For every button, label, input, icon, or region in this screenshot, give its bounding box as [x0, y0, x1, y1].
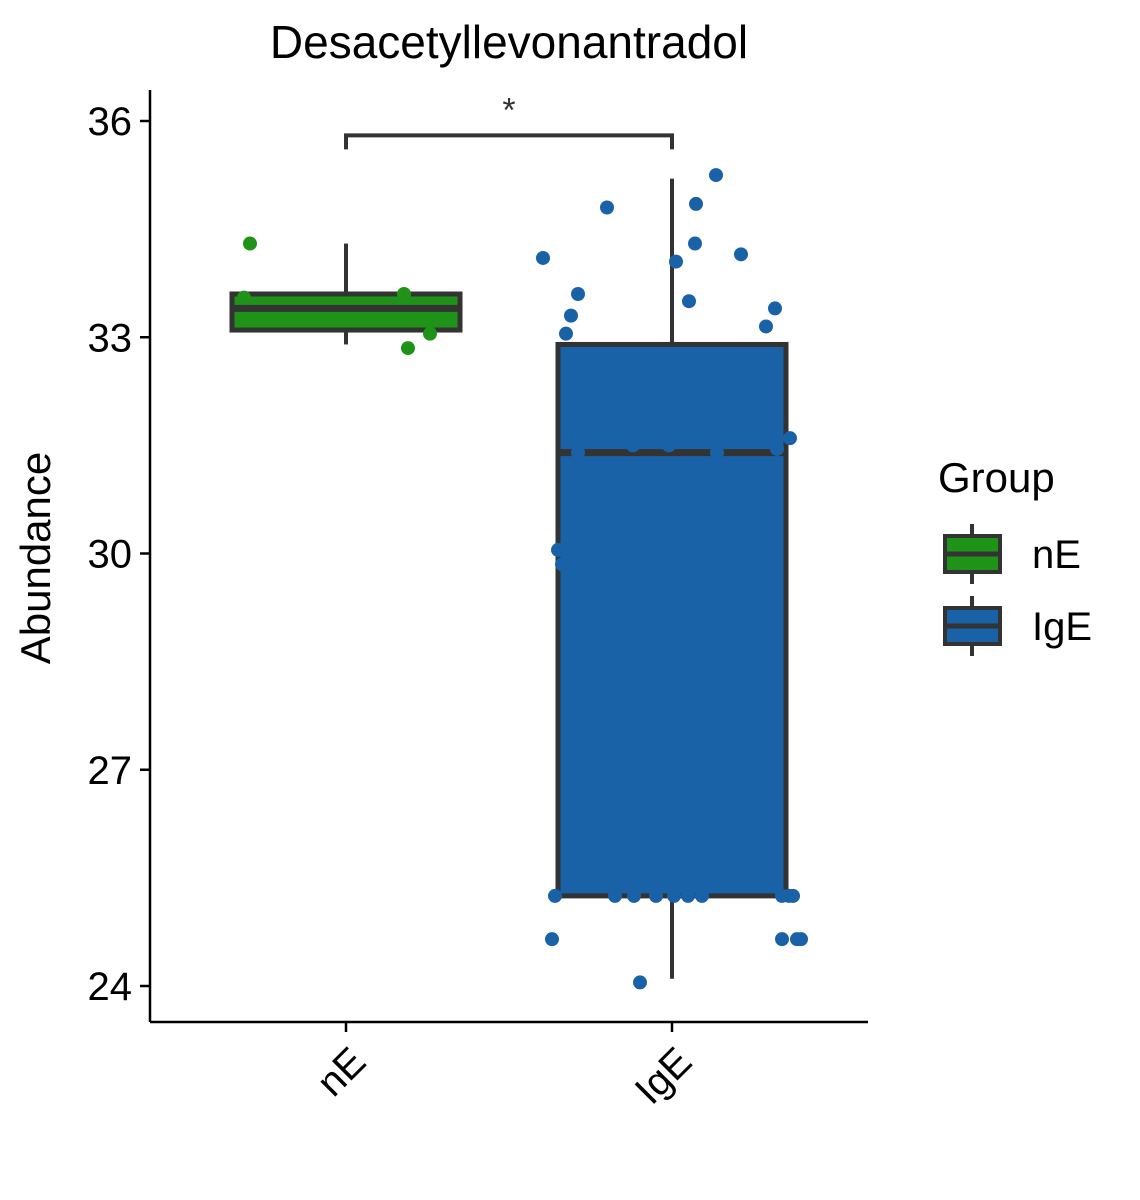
data-point — [695, 888, 709, 903]
data-point — [667, 888, 681, 903]
data-point — [649, 888, 663, 903]
significance-bracket: * — [344, 91, 674, 150]
data-point — [768, 301, 782, 316]
data-point — [608, 888, 622, 903]
data-point — [555, 557, 569, 572]
data-point — [709, 168, 723, 183]
y-tick-label: 36 — [88, 100, 133, 144]
y-axis-title: Abundance — [12, 452, 59, 665]
data-point — [783, 431, 797, 446]
data-point — [626, 438, 640, 453]
data-point — [627, 888, 641, 903]
data-point — [775, 932, 789, 947]
legend-label: IgE — [1032, 605, 1092, 649]
data-point — [545, 932, 559, 947]
data-point — [423, 326, 437, 341]
data-point — [794, 932, 808, 947]
data-point — [633, 975, 647, 990]
data-point — [243, 236, 257, 251]
legend: Group nE IgE — [938, 454, 1092, 656]
data-point — [564, 308, 578, 323]
chart-title: Desacetyllevonantradol — [270, 16, 748, 68]
data-point — [786, 888, 800, 903]
box-body — [555, 341, 789, 899]
data-point — [237, 290, 251, 305]
data-point — [559, 326, 573, 341]
legend-label: nE — [1032, 533, 1081, 577]
data-point — [775, 888, 789, 903]
y-tick-label: 27 — [88, 749, 133, 793]
data-point — [689, 196, 703, 211]
data-point — [688, 236, 702, 251]
data-point — [397, 287, 411, 301]
y-tick-label: 24 — [88, 965, 133, 1009]
data-point — [401, 341, 415, 356]
data-point — [710, 445, 724, 460]
data-point — [600, 200, 614, 215]
x-tick-label: nE — [309, 1039, 375, 1105]
box-nE — [229, 243, 463, 345]
data-point — [662, 438, 676, 453]
legend-item-IgE: IgE — [943, 596, 1092, 656]
points-IgE — [536, 168, 808, 990]
y-tick-label: 33 — [88, 316, 133, 360]
plot-area: 24 27 30 33 36 nE IgE * — [88, 90, 868, 1113]
data-point — [571, 287, 585, 301]
data-point — [682, 294, 696, 309]
box-IgE — [555, 178, 789, 979]
data-point — [536, 250, 550, 265]
data-point — [681, 888, 695, 903]
data-point — [770, 441, 784, 456]
data-point — [759, 319, 773, 334]
x-tick-label: IgE — [627, 1039, 701, 1113]
points-nE — [237, 236, 437, 356]
data-point — [669, 254, 683, 269]
data-point — [734, 247, 748, 262]
box-body — [229, 291, 463, 333]
y-tick-label: 30 — [88, 533, 133, 577]
data-point — [548, 888, 562, 903]
significance-label: * — [502, 91, 515, 129]
legend-item-nE: nE — [943, 524, 1081, 584]
data-point — [551, 542, 565, 557]
data-point — [571, 445, 585, 460]
bracket-line — [344, 133, 674, 150]
legend-title: Group — [938, 454, 1055, 501]
